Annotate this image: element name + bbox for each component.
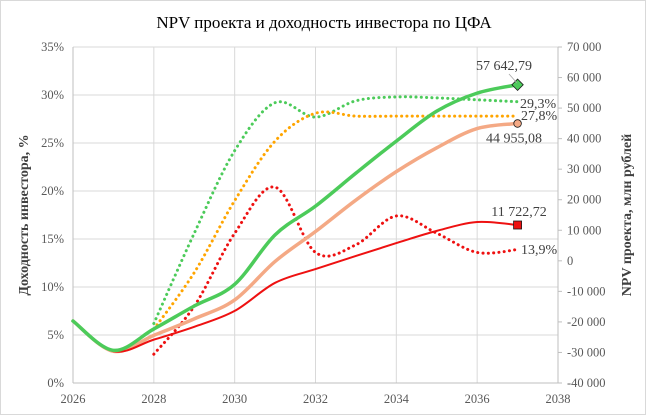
data-label-2: 44 955,08: [486, 132, 542, 147]
end-marker-diamond: [511, 78, 524, 91]
x-tick-label: 2030: [222, 392, 247, 406]
y-right-axis-title: NPV проекта, млн рублей: [620, 134, 635, 296]
series-line-2: [71, 121, 520, 354]
x-tick-label: 2038: [546, 392, 571, 406]
y-left-tick-label: 5%: [47, 328, 64, 342]
y-right-tick-label: 10 000: [567, 223, 601, 237]
y-left-tick-label: 30%: [41, 88, 64, 102]
data-label-5: 27,8%: [521, 109, 558, 124]
axes: [72, 46, 562, 384]
series-line-4: [152, 95, 520, 325]
x-tick-label: 2036: [465, 392, 490, 406]
x-tick-label: 2026: [61, 392, 86, 406]
data-label-3: 11 722,72: [491, 205, 546, 220]
series-line-6: [152, 185, 520, 356]
data-label-4: 29,3%: [520, 97, 557, 112]
y-right-tick-label: -20 000: [567, 315, 606, 329]
y-right-tick-label: 0: [567, 254, 573, 268]
series-layer: [71, 78, 524, 356]
y-right-tick-label: 30 000: [567, 162, 601, 176]
y-right-tick-label: 50 000: [567, 101, 601, 115]
chart-title: NPV проекта и доходность инвестора по ЦФ…: [156, 13, 492, 32]
y-left-tick-label: 15%: [41, 232, 64, 246]
end-marker-square: [513, 220, 522, 230]
y-right-tick-label: -10 000: [567, 284, 606, 298]
end-marker-circle: [513, 119, 522, 128]
x-tick-label: 2028: [141, 392, 166, 406]
y-right-tick-label: -30 000: [567, 345, 606, 359]
series-line-5: [152, 110, 520, 331]
y-right-tick-label: 70 000: [567, 40, 601, 54]
y-right-tick-label: 60 000: [567, 71, 601, 85]
y-left-tick-label: 10%: [41, 280, 64, 294]
y-right-tick-labels: -40 000 -30 000 -20 000 -10 000 0 10 000 20 00…: [567, 40, 606, 390]
series-line-1: [71, 82, 520, 353]
y-left-tick-label: 0%: [47, 376, 64, 390]
y-right-tick-label: -40 000: [567, 376, 606, 390]
label-leader-line: [508, 73, 518, 84]
x-tick-labels: 2026 2028 2030 2032 2034 2036 2038: [61, 392, 571, 406]
gridlines: [73, 46, 558, 383]
y-left-tick-label: 35%: [41, 40, 64, 54]
y-right-tick-label: 40 000: [567, 132, 601, 146]
data-label-1: 57 642,79: [476, 59, 532, 74]
x-tick-label: 2034: [384, 392, 410, 406]
y-left-tick-label: 20%: [41, 184, 64, 198]
y-left-tick-labels: 0% 5% 10% 15% 20% 25% 30% 35%: [41, 40, 64, 390]
y-left-tick-label: 25%: [41, 136, 64, 150]
data-labels: 57 642,79 44 955,08 11 722,72 29,3%27,8% 13,…: [476, 59, 558, 258]
y-left-axis-title: Доходность инвестора, %: [17, 134, 32, 295]
x-tick-label: 2032: [303, 392, 328, 406]
data-label-6: 13,9%: [521, 243, 558, 258]
series-line-3: [72, 220, 519, 353]
y-right-tick-label: 20 000: [567, 193, 601, 207]
